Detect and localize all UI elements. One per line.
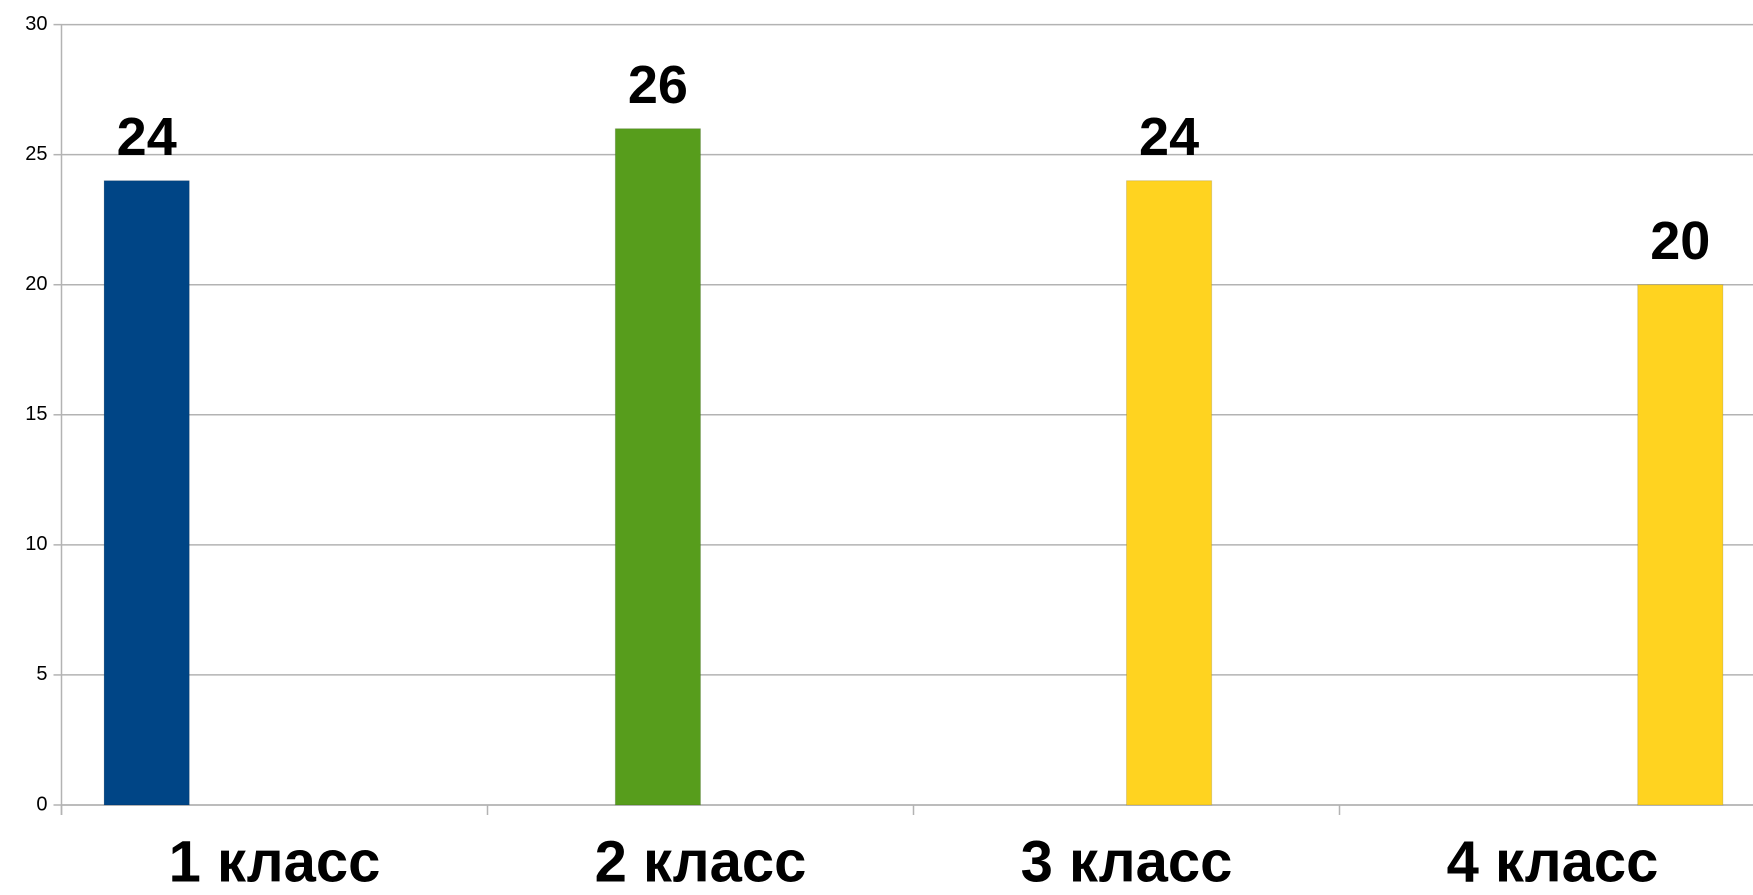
value-label: 24: [1139, 107, 1199, 167]
value-label: 20: [1650, 211, 1710, 271]
x-tick-label: 3 класс: [1021, 829, 1233, 894]
x-tick-label: 1 класс: [169, 829, 381, 894]
y-tick-label: 10: [25, 533, 47, 555]
y-tick-label: 15: [25, 403, 47, 425]
x-tick-label: 4 класс: [1447, 829, 1659, 894]
y-tick-label: 0: [36, 793, 47, 815]
x-tick-label: 2 класс: [595, 829, 807, 894]
y-tick-label: 5: [36, 663, 47, 685]
bar: [614, 128, 701, 806]
value-label: 24: [117, 107, 177, 167]
y-tick-label: 30: [25, 13, 47, 35]
value-label: 26: [628, 55, 688, 115]
y-tick-label: 20: [25, 273, 47, 295]
bar: [103, 180, 190, 806]
bar: [1126, 180, 1213, 806]
y-tick-label: 25: [25, 143, 47, 165]
bar: [1637, 284, 1724, 806]
